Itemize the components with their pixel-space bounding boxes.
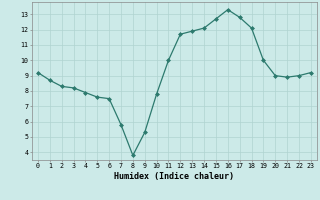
X-axis label: Humidex (Indice chaleur): Humidex (Indice chaleur) bbox=[115, 172, 234, 181]
